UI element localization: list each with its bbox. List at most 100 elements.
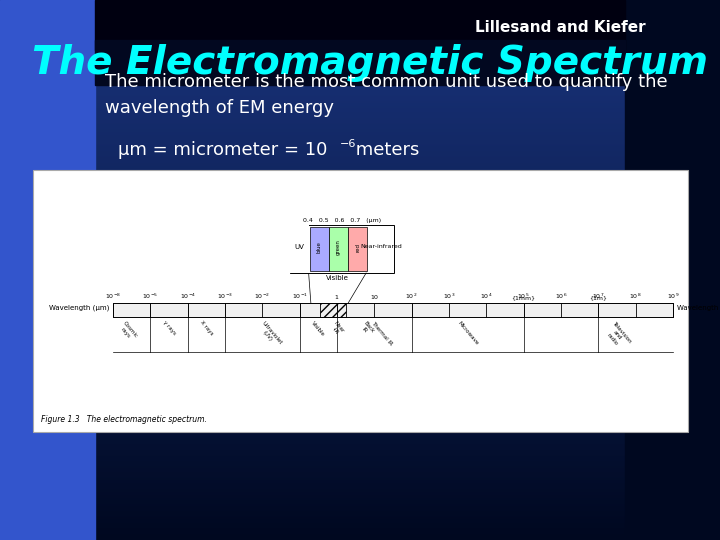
Bar <box>95 365 625 366</box>
Bar <box>95 150 625 151</box>
Bar <box>95 70 625 71</box>
Bar <box>95 250 625 251</box>
Bar <box>95 179 625 180</box>
Bar <box>95 491 625 492</box>
Bar <box>95 454 625 455</box>
Bar <box>95 378 625 379</box>
Bar <box>95 153 625 154</box>
Bar <box>95 481 625 482</box>
Bar <box>95 356 625 357</box>
Text: $10^{3}$: $10^{3}$ <box>443 292 455 301</box>
Bar <box>95 242 625 243</box>
Bar <box>95 256 625 257</box>
Bar <box>95 132 625 133</box>
Bar <box>95 243 625 244</box>
Bar <box>95 335 625 336</box>
Bar <box>95 146 625 147</box>
Bar <box>95 460 625 461</box>
Bar <box>95 409 625 410</box>
Bar <box>95 504 625 505</box>
Bar <box>95 348 625 349</box>
Bar <box>95 308 625 309</box>
Bar <box>95 66 625 67</box>
Bar <box>95 538 625 539</box>
Bar <box>95 141 625 142</box>
Bar <box>95 222 625 223</box>
Bar <box>95 65 625 66</box>
Bar <box>95 168 625 169</box>
Text: $10^{5}$: $10^{5}$ <box>518 292 530 301</box>
Bar <box>95 300 625 301</box>
Bar <box>95 68 625 69</box>
Bar <box>95 398 625 399</box>
Bar <box>95 198 625 199</box>
Bar <box>95 453 625 454</box>
Bar <box>95 407 625 408</box>
Bar <box>95 415 625 416</box>
Bar <box>95 149 625 150</box>
Bar <box>95 248 625 249</box>
Bar <box>95 244 625 245</box>
Bar <box>95 35 625 36</box>
Bar <box>95 62 625 63</box>
Bar <box>95 302 625 303</box>
Bar <box>95 338 625 339</box>
Bar <box>95 386 625 387</box>
Bar <box>95 349 625 350</box>
Bar <box>95 292 625 293</box>
Text: Wavelength (μm): Wavelength (μm) <box>677 305 720 311</box>
Bar <box>95 45 625 46</box>
Bar <box>95 261 625 262</box>
Bar <box>95 373 625 374</box>
Bar <box>95 237 625 238</box>
Text: 0.4   0.5   0.6   0.7   (μm): 0.4 0.5 0.6 0.7 (μm) <box>303 218 381 223</box>
Bar <box>95 277 625 278</box>
Bar <box>95 100 625 101</box>
Bar <box>95 86 625 87</box>
Text: $10^{2}$: $10^{2}$ <box>405 292 418 301</box>
Bar <box>95 447 625 448</box>
Bar <box>95 465 625 466</box>
Bar <box>95 254 625 255</box>
Bar <box>95 422 625 423</box>
Bar <box>95 116 625 117</box>
Bar <box>0 0 95 540</box>
Bar <box>95 446 625 447</box>
Bar <box>95 426 625 427</box>
Bar <box>95 518 625 519</box>
Bar <box>95 223 625 224</box>
Bar <box>95 303 625 304</box>
Bar <box>95 202 625 203</box>
Text: $10^{-2}$: $10^{-2}$ <box>254 292 270 301</box>
Bar <box>95 295 625 296</box>
Bar <box>95 358 625 359</box>
Bar <box>95 110 625 111</box>
Bar <box>95 113 625 114</box>
Bar <box>95 76 625 77</box>
Bar <box>95 363 625 364</box>
Bar <box>95 226 625 227</box>
Bar <box>95 354 625 355</box>
Bar <box>95 151 625 152</box>
Bar <box>95 294 625 295</box>
Text: UV: UV <box>294 244 304 250</box>
Bar <box>95 51 625 52</box>
Bar <box>95 336 625 337</box>
Bar <box>95 199 625 200</box>
Bar <box>95 130 625 131</box>
Bar <box>95 89 625 90</box>
Bar <box>95 230 625 231</box>
Bar <box>95 260 625 261</box>
Bar <box>95 0 625 1</box>
Bar <box>95 424 625 425</box>
Bar <box>95 329 625 330</box>
Bar <box>95 282 625 283</box>
Bar <box>95 479 625 480</box>
Text: $10$: $10$ <box>369 293 379 301</box>
Bar <box>95 353 625 354</box>
Bar <box>95 508 625 509</box>
Bar <box>95 155 625 156</box>
Bar <box>95 95 625 96</box>
Bar <box>95 72 625 73</box>
Bar <box>310 227 329 271</box>
